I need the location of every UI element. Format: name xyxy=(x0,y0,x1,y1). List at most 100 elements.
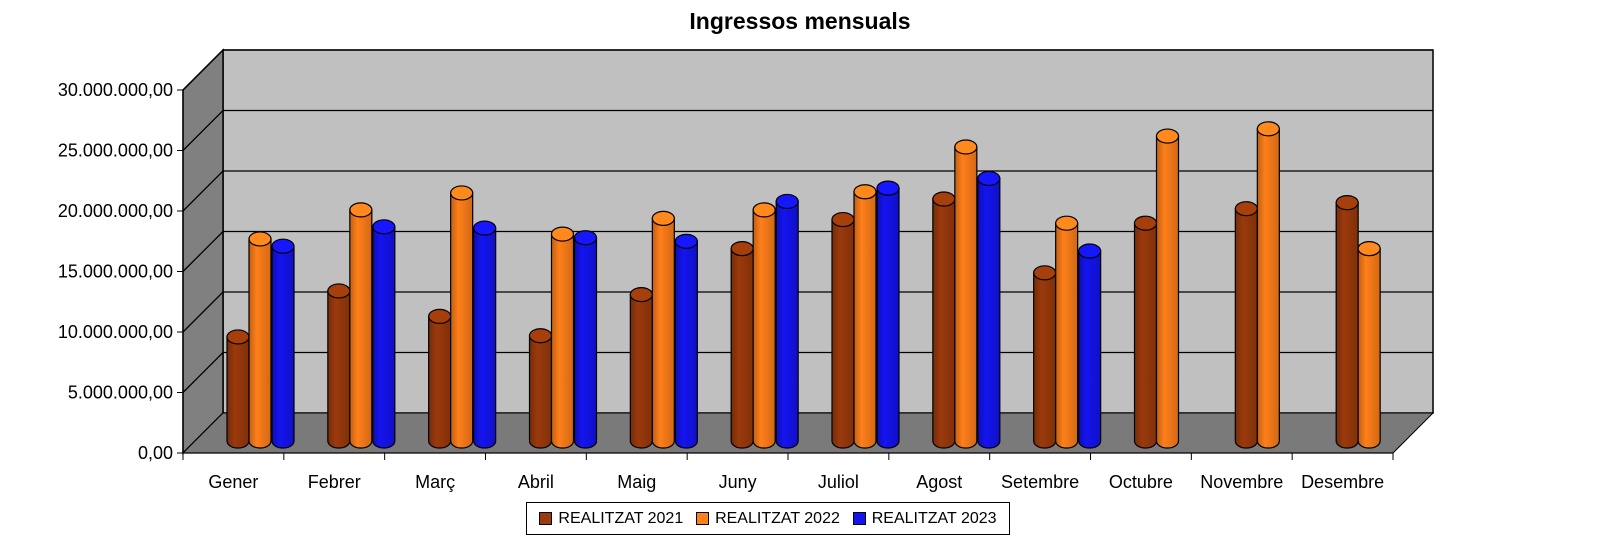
bar-realitzat-2021 xyxy=(428,308,452,449)
bar-realitzat-2023 xyxy=(372,219,396,449)
bar-body xyxy=(1133,222,1158,449)
bar-body xyxy=(1033,272,1057,449)
bar-body xyxy=(1234,208,1258,449)
bar-body xyxy=(248,238,272,449)
y-tick-label: 15.000.000,00 xyxy=(58,262,173,282)
bar-realitzat-2023 xyxy=(775,193,799,449)
bar-realitzat-2022 xyxy=(450,185,474,449)
bar-realitzat-2021 xyxy=(1234,201,1258,449)
bar-body xyxy=(954,146,978,449)
bar-body xyxy=(226,336,250,449)
legend: REALITZAT 2021 REALITZAT 2022 REALITZAT … xyxy=(526,502,1010,535)
bar-body xyxy=(573,237,598,449)
bar-top xyxy=(1335,195,1359,211)
bar-top xyxy=(831,211,855,228)
y-tick-label: 10.000.000,00 xyxy=(58,322,173,342)
legend-item-2022: REALITZAT 2022 xyxy=(696,510,840,528)
bar-realitzat-2022 xyxy=(248,231,272,449)
bar-body xyxy=(831,218,855,449)
bar-realitzat-2021 xyxy=(327,283,351,449)
bar-realitzat-2021 xyxy=(528,328,553,449)
bar-top xyxy=(853,184,877,200)
bar-top xyxy=(1133,215,1158,231)
bar-top xyxy=(428,308,452,324)
x-tick-label: Maig xyxy=(617,472,656,492)
bar-top xyxy=(1078,243,1102,259)
bar-realitzat-2022 xyxy=(853,184,877,449)
bar-body xyxy=(674,240,698,449)
bars xyxy=(226,121,1381,449)
bar-top xyxy=(450,185,474,201)
bar-realitzat-2022 xyxy=(651,210,675,449)
bar-top xyxy=(327,283,351,299)
bar-top xyxy=(550,226,575,242)
bar-realitzat-2022 xyxy=(1357,241,1381,449)
gridlines xyxy=(182,49,1433,393)
bar-top xyxy=(248,231,272,247)
x-tick-label: Agost xyxy=(916,472,962,492)
bar-realitzat-2021 xyxy=(831,211,855,449)
bar-realitzat-2023 xyxy=(473,220,497,449)
x-tick-label: Març xyxy=(415,472,455,492)
bar-realitzat-2021 xyxy=(1335,195,1359,449)
bar-body xyxy=(651,217,675,449)
y-axis-ticks: 0,00 5.000.000,00 10.000.000,00 15.000.000,… xyxy=(58,80,183,463)
bar-body xyxy=(349,209,373,449)
bar-realitzat-2021 xyxy=(1033,265,1057,449)
bar-body xyxy=(271,245,295,449)
bar-body xyxy=(977,177,1001,449)
bar-realitzat-2022 xyxy=(752,202,776,449)
bar-top xyxy=(1256,121,1280,137)
bar-realitzat-2022 xyxy=(550,226,575,449)
x-tick-label: Abril xyxy=(518,472,554,492)
bar-realitzat-2022 xyxy=(1055,215,1079,449)
bar-body xyxy=(450,192,474,449)
bar-body xyxy=(1256,128,1280,449)
bar-top xyxy=(226,329,250,345)
y-tick-label: 0,00 xyxy=(138,443,173,463)
legend-swatch-2022 xyxy=(696,512,710,525)
legend-swatch-2023 xyxy=(852,512,866,525)
x-tick-label: Novembre xyxy=(1200,472,1283,492)
x-tick-label: Juliol xyxy=(818,472,859,492)
bar-realitzat-2021 xyxy=(629,286,653,449)
bar-realitzat-2023 xyxy=(674,233,698,449)
bar-realitzat-2023 xyxy=(271,238,295,449)
bar-top xyxy=(752,202,776,218)
bar-top xyxy=(473,220,497,236)
x-tick-label: Octubre xyxy=(1109,472,1173,492)
y-tick-label: 30.000.000,00 xyxy=(58,80,173,100)
bar-body xyxy=(1078,250,1102,449)
bar-top xyxy=(932,191,956,207)
bar-body xyxy=(629,293,653,449)
legend-label-2023: REALITZAT 2023 xyxy=(871,509,997,527)
bar-top xyxy=(674,233,698,249)
bar-top xyxy=(651,210,675,226)
x-tick-label: Juny xyxy=(719,472,757,492)
gridline xyxy=(182,230,1433,272)
bar-realitzat-2023 xyxy=(977,170,1001,449)
bar-body xyxy=(1335,202,1359,449)
bar-realitzat-2021 xyxy=(226,329,250,449)
bar-top xyxy=(876,180,900,196)
x-tick-label: Gener xyxy=(208,472,258,492)
bar-realitzat-2023 xyxy=(876,180,900,449)
bar-body xyxy=(730,248,754,449)
x-axis-ticks: Gener Febrer Març Abril Maig Juny Juliol Agost S… xyxy=(182,453,1394,492)
legend-label-2022: REALITZAT 2022 xyxy=(715,509,840,527)
bar-realitzat-2021 xyxy=(730,241,754,449)
bar-top xyxy=(1055,215,1079,231)
y-tick-label: 20.000.000,00 xyxy=(58,201,173,221)
gridline xyxy=(182,170,1433,212)
bar-top xyxy=(1234,201,1258,217)
bar-realitzat-2022 xyxy=(1155,128,1180,449)
bar-body xyxy=(528,335,553,449)
bar-top xyxy=(271,238,295,254)
bar-top xyxy=(775,193,799,210)
bar-top xyxy=(629,286,653,303)
bar-realitzat-2023 xyxy=(573,230,598,449)
bar-top xyxy=(573,230,598,246)
bar-top xyxy=(977,170,1001,187)
legend-item-2021: REALITZAT 2021 xyxy=(539,510,683,528)
x-tick-label: Febrer xyxy=(308,472,361,492)
